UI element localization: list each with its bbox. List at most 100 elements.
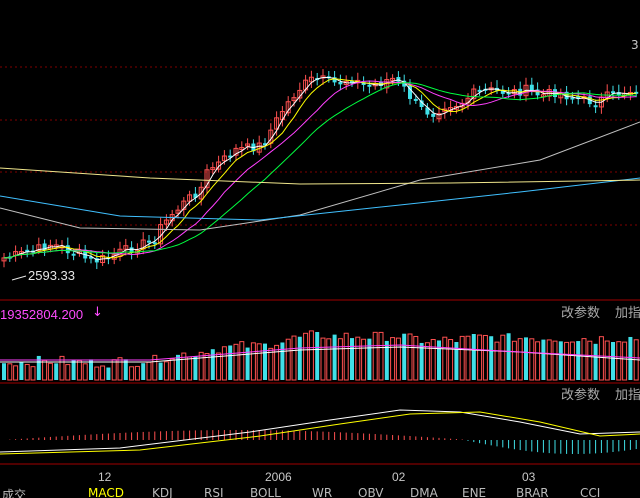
volume-bar bbox=[332, 334, 337, 380]
candle-body bbox=[193, 193, 198, 198]
volume-bar bbox=[146, 361, 152, 381]
low-price-annotation: 2593.33 bbox=[28, 268, 75, 283]
volume-bar bbox=[100, 365, 106, 381]
candle-body bbox=[332, 77, 337, 83]
candle-body bbox=[367, 84, 372, 87]
candle-body bbox=[593, 105, 598, 108]
macd-dea-line bbox=[0, 411, 640, 455]
volume-bar bbox=[500, 334, 506, 381]
candle-body bbox=[634, 91, 639, 94]
tab-boll[interactable]: BOLL bbox=[250, 486, 281, 498]
candle-body bbox=[1, 257, 7, 262]
candle-body bbox=[42, 243, 47, 251]
tab-macd[interactable]: MACD bbox=[88, 486, 124, 498]
volume-bar bbox=[378, 331, 384, 381]
macd-param-button[interactable]: 改参数 bbox=[561, 388, 601, 403]
volume-bar bbox=[89, 359, 93, 380]
volume-bar bbox=[221, 346, 227, 381]
candle-body bbox=[123, 245, 129, 250]
candle-body bbox=[419, 100, 424, 107]
volume-bar bbox=[82, 363, 88, 381]
ma30-line bbox=[3, 82, 637, 259]
tab-obv[interactable]: OBV bbox=[358, 486, 384, 498]
volume-bar bbox=[569, 341, 575, 381]
tab-volume[interactable]: 成交 bbox=[2, 488, 27, 498]
candle-body bbox=[390, 77, 396, 81]
tab-ene[interactable]: ENE bbox=[462, 486, 487, 498]
candle-body bbox=[89, 256, 93, 259]
volume-bar bbox=[622, 341, 628, 381]
tab-brar[interactable]: BRAR bbox=[516, 486, 549, 498]
price-axis-tick: 3 bbox=[631, 38, 639, 52]
volume-bar bbox=[598, 336, 604, 381]
volume-bar bbox=[2, 363, 6, 380]
volume-bar bbox=[320, 337, 326, 381]
volume-bar bbox=[419, 342, 424, 380]
volume-bar bbox=[558, 341, 563, 380]
volume-param-button[interactable]: 改参数 bbox=[561, 306, 601, 321]
candle-body bbox=[350, 80, 354, 84]
candle-body bbox=[396, 77, 401, 82]
tab-rsi[interactable]: RSI bbox=[204, 486, 224, 498]
candle-body bbox=[477, 89, 482, 92]
low-price-pointer bbox=[11, 275, 27, 281]
candle-body bbox=[553, 89, 557, 98]
candle-body bbox=[129, 247, 134, 253]
volume-bar bbox=[471, 334, 476, 380]
volume-bar bbox=[158, 362, 163, 380]
candle-body bbox=[408, 85, 412, 99]
candle-body bbox=[361, 82, 366, 85]
volume-bar bbox=[477, 334, 483, 381]
volume-bar bbox=[482, 334, 488, 381]
candle-body bbox=[616, 92, 621, 96]
candle-body bbox=[36, 244, 42, 252]
volume-bar bbox=[36, 355, 41, 380]
time-axis-label: 03 bbox=[522, 470, 536, 484]
candle-body bbox=[500, 89, 505, 94]
tab-wr[interactable]: WR bbox=[312, 486, 333, 498]
candle-body bbox=[413, 98, 418, 101]
volume-bar bbox=[152, 354, 158, 381]
volume-bar bbox=[529, 338, 535, 381]
candle-body bbox=[239, 147, 245, 151]
volume-add-indicator-button[interactable]: 加指 bbox=[615, 306, 640, 321]
volume-bar bbox=[384, 340, 389, 380]
tab-kdj[interactable]: KDJ bbox=[152, 486, 173, 498]
candle-body bbox=[291, 97, 297, 102]
candle-body bbox=[221, 155, 227, 162]
candle-body bbox=[163, 219, 169, 225]
candle-body bbox=[425, 107, 430, 115]
volume-bar bbox=[59, 355, 65, 381]
volume-bar bbox=[581, 338, 587, 381]
volume-bar bbox=[268, 347, 274, 381]
macd-dif-line bbox=[0, 409, 640, 453]
volume-bar bbox=[123, 359, 128, 380]
candle-body bbox=[175, 209, 181, 214]
volume-bar bbox=[187, 356, 193, 381]
volume-bar bbox=[448, 339, 454, 381]
volume-bar bbox=[274, 344, 280, 381]
volume-bar bbox=[176, 354, 180, 380]
volume-bar bbox=[210, 349, 215, 380]
volume-bar bbox=[106, 367, 111, 380]
candle-body bbox=[25, 249, 30, 253]
candle-body bbox=[210, 167, 216, 171]
macd-add-indicator-button[interactable]: 加指 bbox=[615, 388, 640, 403]
volume-bar bbox=[129, 366, 135, 381]
tab-cci[interactable]: CCI bbox=[580, 486, 601, 498]
tab-dma[interactable]: DMA bbox=[410, 486, 438, 498]
volume-bar bbox=[611, 342, 615, 380]
volume-bar bbox=[552, 340, 558, 381]
volume-bar bbox=[442, 336, 448, 381]
volume-bar bbox=[511, 340, 517, 381]
ma20-line bbox=[3, 80, 637, 259]
down-arrow-icon: ↓ bbox=[92, 305, 103, 320]
candle-body bbox=[564, 91, 569, 100]
volume-bar bbox=[372, 331, 378, 381]
candle-body bbox=[228, 155, 233, 158]
ma10-line bbox=[3, 78, 637, 259]
volume-bar bbox=[193, 356, 198, 380]
volume-bar bbox=[198, 351, 204, 381]
candle-body bbox=[471, 88, 477, 100]
